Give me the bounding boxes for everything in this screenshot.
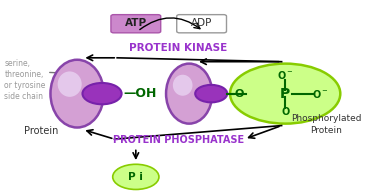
Text: P i: P i xyxy=(128,172,143,182)
Text: serine,
threonine,
or tyrosine
side chain: serine, threonine, or tyrosine side chai… xyxy=(4,59,46,101)
Text: ATP: ATP xyxy=(125,18,147,28)
Text: PROTEIN PHOSPHATASE: PROTEIN PHOSPHATASE xyxy=(113,135,244,145)
Ellipse shape xyxy=(173,75,192,96)
Ellipse shape xyxy=(50,60,104,128)
Circle shape xyxy=(230,64,340,124)
Text: PROTEIN KINASE: PROTEIN KINASE xyxy=(130,43,228,53)
Text: —OH: —OH xyxy=(123,87,157,100)
Ellipse shape xyxy=(58,71,82,97)
Circle shape xyxy=(82,83,121,104)
Text: ADP: ADP xyxy=(191,18,212,28)
Text: Phosphorylated
Protein: Phosphorylated Protein xyxy=(291,114,361,135)
Text: Protein: Protein xyxy=(24,126,59,136)
FancyBboxPatch shape xyxy=(111,15,161,33)
Text: O: O xyxy=(235,89,244,99)
Text: O: O xyxy=(281,107,289,117)
Ellipse shape xyxy=(166,64,212,124)
Text: O$^-$: O$^-$ xyxy=(277,69,294,81)
Text: P: P xyxy=(280,87,290,101)
Text: O$^-$: O$^-$ xyxy=(312,88,329,100)
Circle shape xyxy=(195,85,227,102)
FancyBboxPatch shape xyxy=(177,15,226,33)
Circle shape xyxy=(113,164,159,190)
